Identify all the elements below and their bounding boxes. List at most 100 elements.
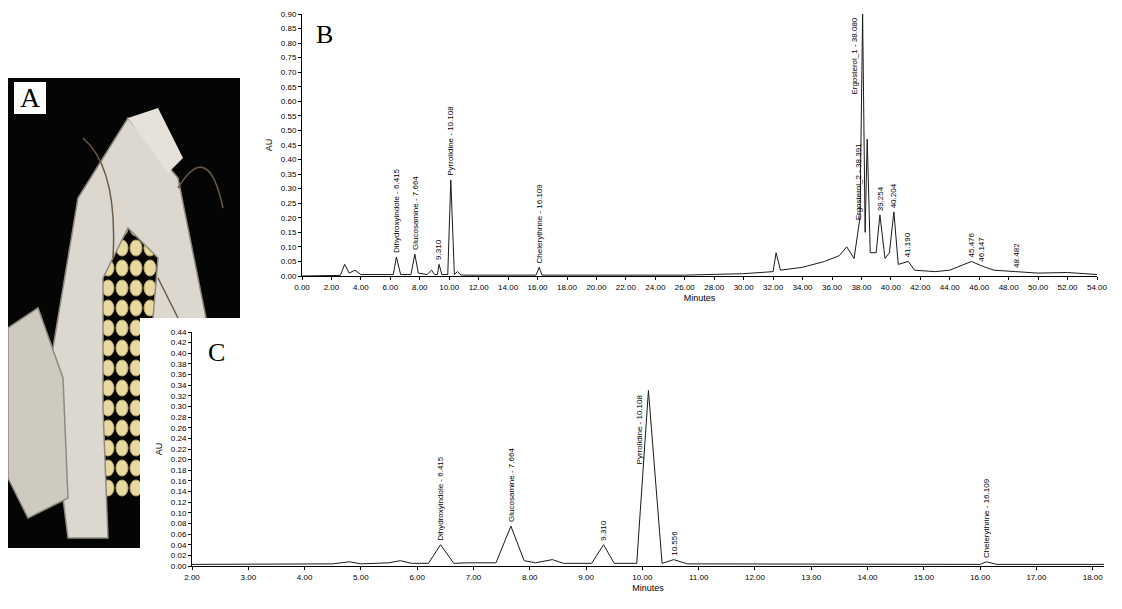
svg-text:0.42: 0.42 <box>171 338 187 347</box>
svg-text:9.00: 9.00 <box>578 573 594 582</box>
svg-text:0.45: 0.45 <box>281 141 297 150</box>
svg-text:8.00: 8.00 <box>522 573 538 582</box>
svg-text:3.00: 3.00 <box>241 573 257 582</box>
svg-text:Glucosamine - 7.664: Glucosamine - 7.664 <box>411 176 420 250</box>
svg-text:30.00: 30.00 <box>734 283 755 292</box>
svg-text:0.25: 0.25 <box>281 199 297 208</box>
svg-text:Dihydroxyindole - 6.415: Dihydroxyindole - 6.415 <box>436 456 445 541</box>
svg-text:Pyrrolidine - 10.108: Pyrrolidine - 10.108 <box>446 106 455 176</box>
svg-text:5.00: 5.00 <box>353 573 369 582</box>
svg-text:7.00: 7.00 <box>466 573 482 582</box>
svg-text:Dihydroxyindole - 6.415: Dihydroxyindole - 6.415 <box>392 168 401 253</box>
svg-text:11.00: 11.00 <box>689 573 709 582</box>
svg-text:13.00: 13.00 <box>801 573 822 582</box>
svg-text:0.35: 0.35 <box>281 170 297 179</box>
svg-text:0.85: 0.85 <box>281 24 297 33</box>
svg-text:0.05: 0.05 <box>281 257 297 266</box>
svg-text:10.00: 10.00 <box>632 573 653 582</box>
svg-text:15.00: 15.00 <box>914 573 935 582</box>
svg-text:0.40: 0.40 <box>171 349 187 358</box>
svg-text:0.36: 0.36 <box>171 370 187 379</box>
svg-text:0.38: 0.38 <box>171 360 187 369</box>
svg-text:0.20: 0.20 <box>171 455 187 464</box>
svg-text:6.00: 6.00 <box>383 283 399 292</box>
svg-text:0.28: 0.28 <box>171 413 187 422</box>
svg-text:0.04: 0.04 <box>171 541 187 550</box>
svg-text:0.32: 0.32 <box>171 392 187 401</box>
svg-text:0.00: 0.00 <box>171 562 187 571</box>
svg-text:10.00: 10.00 <box>439 283 460 292</box>
svg-text:0.15: 0.15 <box>281 228 297 237</box>
svg-text:39.254: 39.254 <box>876 186 885 211</box>
svg-text:17.00: 17.00 <box>1026 573 1047 582</box>
svg-text:16.00: 16.00 <box>528 283 549 292</box>
svg-text:54.00: 54.00 <box>1087 283 1108 292</box>
svg-text:0.30: 0.30 <box>171 402 187 411</box>
svg-text:0.06: 0.06 <box>171 530 187 539</box>
svg-text:10.556: 10.556 <box>670 531 679 556</box>
svg-text:0.34: 0.34 <box>171 381 187 390</box>
svg-text:45.476: 45.476 <box>967 232 976 257</box>
svg-text:24.00: 24.00 <box>645 283 666 292</box>
svg-text:0.12: 0.12 <box>171 498 187 507</box>
svg-text:44.00: 44.00 <box>940 283 961 292</box>
svg-text:41.190: 41.190 <box>903 232 912 257</box>
svg-text:Chelerythrine - 16.109: Chelerythrine - 16.109 <box>535 184 544 264</box>
svg-text:0.16: 0.16 <box>171 477 187 486</box>
svg-text:0.08: 0.08 <box>171 519 187 528</box>
svg-text:42.00: 42.00 <box>910 283 931 292</box>
svg-text:22.00: 22.00 <box>616 283 637 292</box>
svg-text:46.147: 46.147 <box>977 237 986 262</box>
svg-text:18.00: 18.00 <box>557 283 578 292</box>
svg-text:0.10: 0.10 <box>171 509 187 518</box>
svg-text:0.00: 0.00 <box>281 272 297 281</box>
svg-text:B: B <box>316 20 333 49</box>
svg-text:20.00: 20.00 <box>586 283 607 292</box>
svg-text:0.02: 0.02 <box>171 551 187 560</box>
svg-text:0.00: 0.00 <box>294 283 310 292</box>
svg-text:12.00: 12.00 <box>469 283 490 292</box>
svg-text:0.26: 0.26 <box>171 424 187 433</box>
svg-text:18.00: 18.00 <box>1083 573 1104 582</box>
svg-text:50.00: 50.00 <box>1028 283 1049 292</box>
svg-text:52.00: 52.00 <box>1058 283 1079 292</box>
svg-text:AU: AU <box>154 443 164 456</box>
svg-text:9.310: 9.310 <box>599 520 608 541</box>
svg-text:2.00: 2.00 <box>184 573 200 582</box>
svg-text:38.00: 38.00 <box>851 283 872 292</box>
svg-text:4.00: 4.00 <box>353 283 369 292</box>
svg-text:9.310: 9.310 <box>434 239 443 260</box>
svg-text:Glucosamine - 7.664: Glucosamine - 7.664 <box>507 448 516 522</box>
svg-text:0.90: 0.90 <box>281 10 297 19</box>
svg-text:0.60: 0.60 <box>281 97 297 106</box>
svg-text:14.00: 14.00 <box>498 283 519 292</box>
svg-text:0.20: 0.20 <box>281 214 297 223</box>
svg-text:Ergosterol_1 - 38.080: Ergosterol_1 - 38.080 <box>850 17 859 94</box>
svg-text:36.00: 36.00 <box>822 283 843 292</box>
svg-text:16.00: 16.00 <box>970 573 991 582</box>
svg-text:Ergosterol_2 - 38.391: Ergosterol_2 - 38.391 <box>854 143 863 220</box>
svg-text:2.00: 2.00 <box>324 283 340 292</box>
svg-text:4.00: 4.00 <box>297 573 313 582</box>
svg-text:0.55: 0.55 <box>281 112 297 121</box>
svg-text:8.00: 8.00 <box>412 283 428 292</box>
svg-text:0.44: 0.44 <box>171 328 187 337</box>
svg-text:Minutes: Minutes <box>632 583 664 593</box>
svg-text:0.70: 0.70 <box>281 68 297 77</box>
svg-text:0.22: 0.22 <box>171 445 187 454</box>
svg-text:34.00: 34.00 <box>793 283 814 292</box>
svg-text:26.00: 26.00 <box>675 283 696 292</box>
svg-text:48.00: 48.00 <box>999 283 1020 292</box>
svg-text:C: C <box>208 338 225 367</box>
svg-text:14.00: 14.00 <box>858 573 879 582</box>
svg-text:6.00: 6.00 <box>409 573 425 582</box>
svg-text:40.204: 40.204 <box>889 183 898 208</box>
svg-text:32.00: 32.00 <box>763 283 784 292</box>
svg-text:0.40: 0.40 <box>281 155 297 164</box>
svg-text:28.00: 28.00 <box>704 283 725 292</box>
svg-text:0.65: 0.65 <box>281 83 297 92</box>
svg-text:0.80: 0.80 <box>281 39 297 48</box>
svg-text:Minutes: Minutes <box>684 293 716 303</box>
svg-text:AU: AU <box>264 139 274 152</box>
svg-text:0.14: 0.14 <box>171 487 187 496</box>
